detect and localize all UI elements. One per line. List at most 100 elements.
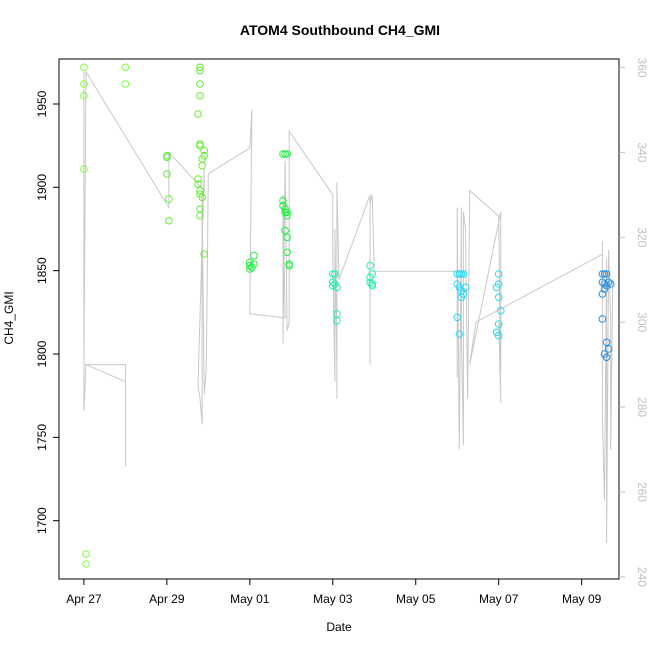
data-point xyxy=(194,110,202,118)
data-point xyxy=(283,150,291,158)
data-point xyxy=(331,270,339,278)
data-point xyxy=(198,161,206,170)
data-point xyxy=(329,278,337,287)
series-points-layer xyxy=(80,63,615,568)
data-point xyxy=(598,270,607,278)
data-point xyxy=(453,313,462,322)
y-tick-label: 1700 xyxy=(35,507,49,534)
data-point xyxy=(121,63,130,72)
data-point xyxy=(455,270,464,278)
y-axis-label: CH4_GMI xyxy=(2,291,16,344)
data-point xyxy=(461,283,470,292)
data-point xyxy=(200,146,208,155)
y-tick-label: 1900 xyxy=(35,174,49,201)
data-point xyxy=(196,91,204,100)
data-point xyxy=(604,278,613,287)
data-point xyxy=(80,91,88,100)
data-point xyxy=(198,193,206,202)
x-tick-label: May 05 xyxy=(396,592,436,606)
data-point xyxy=(494,320,503,328)
data-point xyxy=(196,211,204,220)
data-point xyxy=(246,261,254,270)
data-point xyxy=(196,80,204,88)
data-point xyxy=(459,270,468,278)
data-point xyxy=(604,345,613,353)
data-point xyxy=(279,150,287,158)
data-point xyxy=(368,280,377,288)
data-point xyxy=(366,261,374,270)
x-tick-label: May 09 xyxy=(562,592,602,606)
y-tick-label: 1850 xyxy=(35,257,49,284)
data-point xyxy=(492,283,501,292)
data-point xyxy=(196,141,204,150)
y2-tick-label: 340 xyxy=(635,142,649,162)
data-point xyxy=(281,226,289,235)
data-point xyxy=(333,316,341,325)
data-point xyxy=(602,270,611,278)
data-point xyxy=(200,250,208,258)
axes: Apr 27 Apr 29 May 01 May 03 May 05 May 07 May … xyxy=(35,57,649,606)
data-point xyxy=(331,280,339,288)
data-point xyxy=(602,353,611,362)
data-point xyxy=(246,265,254,273)
x-tick-label: May 03 xyxy=(313,592,353,606)
data-point xyxy=(457,293,466,302)
y-tick-label: 1750 xyxy=(35,424,49,451)
data-point xyxy=(457,270,466,278)
data-point xyxy=(165,216,173,225)
data-point xyxy=(283,208,291,217)
data-point xyxy=(283,248,291,257)
y2-tick-label: 260 xyxy=(635,482,649,502)
chart-title: ATOM4 Southbound CH4_GMI xyxy=(240,22,440,38)
data-point xyxy=(80,165,88,173)
data-point xyxy=(163,153,171,162)
y2-tick-label: 240 xyxy=(635,567,649,587)
x-tick-label: Apr 29 xyxy=(149,592,185,606)
y-tick-label: 1950 xyxy=(35,90,49,117)
data-point xyxy=(600,285,609,293)
data-point xyxy=(494,270,503,278)
data-point xyxy=(80,63,88,72)
data-point xyxy=(283,233,291,242)
data-point xyxy=(165,195,173,203)
data-point xyxy=(283,211,291,220)
y2-tick-label: 320 xyxy=(635,227,649,247)
x-axis-label: Date xyxy=(326,620,352,634)
y2-tick-label: 360 xyxy=(635,57,649,77)
data-point xyxy=(368,270,377,278)
data-point xyxy=(163,170,171,178)
data-point xyxy=(497,306,505,315)
x-tick-label: Apr 27 xyxy=(66,592,102,606)
data-point xyxy=(194,175,202,183)
data-point xyxy=(329,281,337,290)
data-point xyxy=(279,196,287,205)
data-point xyxy=(281,150,289,158)
y-tick-label: 1800 xyxy=(35,340,49,367)
data-point xyxy=(121,80,130,88)
data-point xyxy=(82,550,90,558)
data-point xyxy=(600,270,609,278)
data-point xyxy=(196,66,204,75)
data-point xyxy=(598,290,607,298)
data-point xyxy=(250,251,258,260)
data-point xyxy=(196,63,204,72)
data-point xyxy=(606,280,615,288)
series-line-layer xyxy=(83,69,614,543)
secondary-series-line xyxy=(83,69,614,543)
data-point xyxy=(598,315,607,323)
x-tick-label: May 07 xyxy=(479,592,519,606)
data-point xyxy=(329,270,337,278)
data-point xyxy=(455,330,464,338)
y2-tick-label: 300 xyxy=(635,312,649,332)
data-point xyxy=(194,180,202,188)
data-point xyxy=(494,293,503,302)
data-point xyxy=(285,261,294,270)
data-point xyxy=(494,331,503,340)
data-point xyxy=(602,338,611,347)
plot-frame xyxy=(58,58,620,580)
data-point xyxy=(82,560,90,568)
data-point xyxy=(80,80,88,88)
x-tick-label: May 01 xyxy=(230,592,270,606)
data-point xyxy=(196,186,204,195)
